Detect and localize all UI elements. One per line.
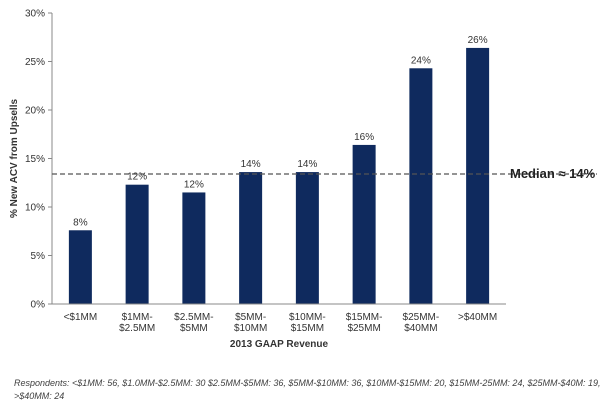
bar (409, 68, 433, 304)
x-axis-title: 2013 GAAP Revenue (230, 339, 329, 350)
x-tick-label: $1MM-$2.5MM (119, 312, 155, 334)
y-axis: 0% 5% 10% 15% 20% 25% 30% (25, 9, 53, 311)
x-tick-label: $5MM-$10MM (234, 312, 267, 334)
bar-data-label: 12% (184, 179, 204, 190)
x-tick-label: $25MM-$40MM (403, 312, 440, 334)
y-tick-label: 0% (31, 300, 46, 311)
x-tick-label: $10MM-$15MM (289, 312, 326, 334)
y-tick-label: 10% (25, 203, 45, 214)
y-tick-label: 25% (25, 57, 45, 68)
bar (352, 144, 376, 304)
bar (68, 230, 92, 304)
x-axis: <$1MM $1MM-$2.5MM $2.5MM-$5MM $5MM-$10MM $10… (52, 303, 506, 334)
bar (295, 172, 319, 304)
bar-data-label: 16% (354, 132, 374, 143)
bars: 8% 12% 12% 14% 14% 16% 24% 26% (68, 35, 490, 305)
y-tick-label: 5% (31, 251, 46, 262)
median-label: Median ≈ 14% (510, 166, 596, 181)
x-tick-label: $2.5MM-$5MM (174, 312, 213, 334)
bar-data-label: 14% (297, 159, 317, 170)
x-tick-label: $15MM-$25MM (346, 312, 383, 334)
y-tick-label: 20% (25, 106, 45, 117)
bar (125, 184, 149, 304)
bar-data-label: 26% (468, 35, 488, 46)
bar-data-label: 14% (241, 159, 261, 170)
bar-chart: 0% 5% 10% 15% 20% 25% 30% 8% 12% 12% 14% 14% 16% 24%… (9, 9, 597, 350)
bar-data-label: 24% (411, 55, 431, 66)
y-axis-title: % New ACV from Upsells (9, 99, 20, 219)
respondents-footnote: Respondents: <$1MM: 56, $1.0MM-$2.5MM: 3… (14, 378, 601, 401)
x-tick-label: >$40MM (458, 312, 497, 323)
bar (182, 192, 206, 304)
bar-data-label: 12% (127, 172, 147, 183)
bar (466, 47, 490, 305)
y-tick-label: 30% (25, 9, 45, 20)
bar-data-label: 8% (73, 217, 88, 228)
y-tick-label: 15% (25, 154, 45, 165)
bar (239, 172, 263, 304)
x-tick-label: <$1MM (64, 312, 98, 323)
